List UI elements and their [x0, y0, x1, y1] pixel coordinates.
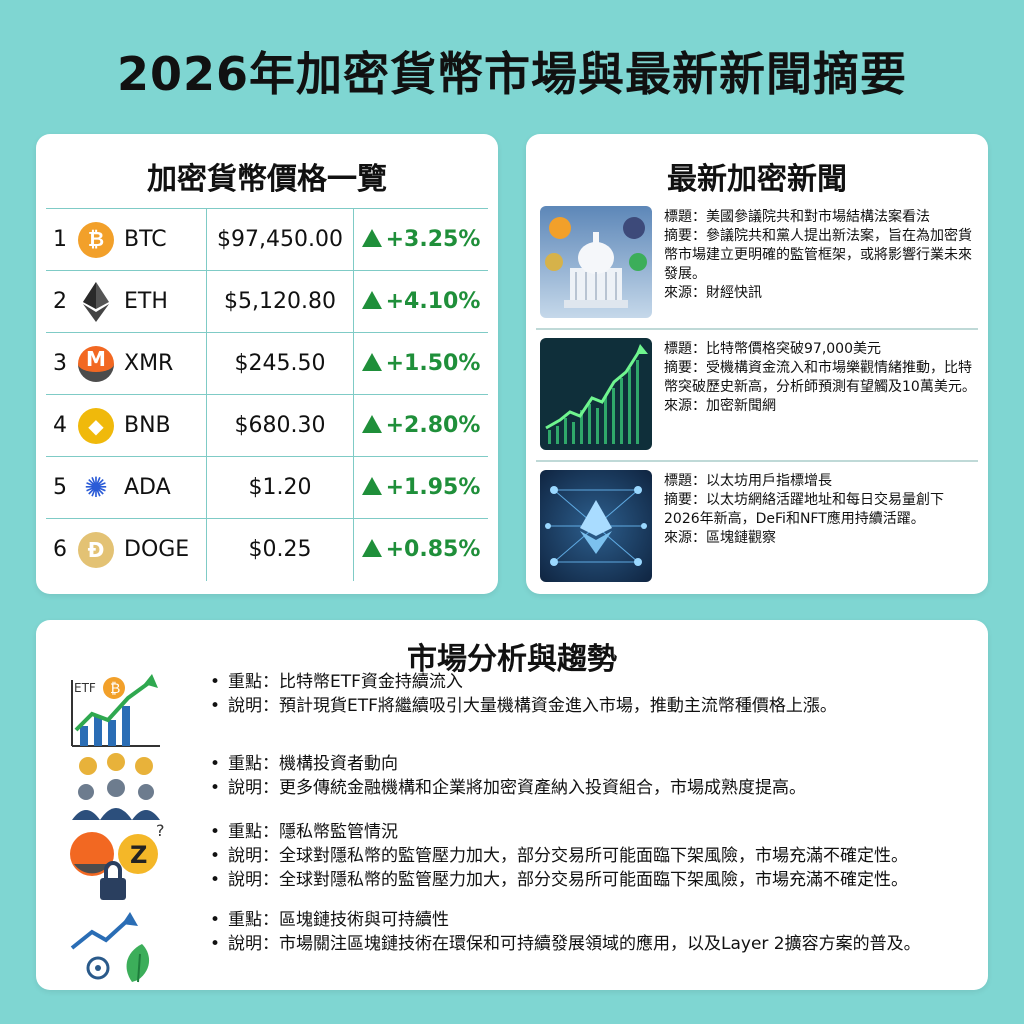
- coin-price: $1.20: [206, 456, 354, 519]
- analysis-desc: 說明：全球對隱私幣的監管壓力加大，部分交易所可能面臨下架風險，市場充滿不確定性。: [208, 868, 908, 892]
- price-change: +3.25%: [354, 227, 488, 252]
- analysis-item: ₿ ETF 重點：比特幣ETF資金持續流入 說明：預計現貨ETF將繼續吸引大量機…: [66, 670, 966, 750]
- analysis-text: 重點：隱私幣監管情況 說明：全球對隱私幣的監管壓力加大，部分交易所可能面臨下架風…: [208, 820, 908, 906]
- table-row[interactable]: 4 ◆ BNB $680.30 +2.80%: [46, 394, 488, 457]
- analysis-text: 重點：比特幣ETF資金持續流入 說明：預計現貨ETF將繼續吸引大量機構資金進入市…: [208, 670, 837, 750]
- rank: 1: [53, 227, 67, 252]
- svg-text:ETF: ETF: [74, 681, 96, 695]
- analysis-desc: 說明：市場關注區塊鏈技術在環保和可持續發展領域的應用，以及Layer 2擴容方案…: [208, 932, 921, 956]
- bitcoin-icon: ₿: [78, 221, 114, 258]
- rank: 6: [53, 537, 67, 562]
- ethereum-icon: [78, 281, 114, 322]
- analysis-desc: 說明：更多傳統金融機構和企業將加密資產納入投資組合，市場成熟度提高。: [208, 776, 806, 800]
- analysis-title: 市場分析與趨勢: [407, 642, 617, 677]
- news-text: 標題：美國參議院共和對市場結構法案看法 摘要：參議院共和黨人提出新法案，旨在為加…: [664, 206, 978, 303]
- analysis-text: 重點：區塊鏈技術與可持續性 說明：市場關注區塊鏈技術在環保和可持續發展領域的應用…: [208, 908, 921, 988]
- coin-symbol: ADA: [124, 475, 171, 500]
- price-change: +1.95%: [354, 475, 488, 500]
- news-item[interactable]: 標題：比特幣價格突破97,000美元 摘要：受機構資金流入和市場樂觀情緒推動，比…: [536, 338, 978, 456]
- analysis-text: 重點：機構投資者動向 說明：更多傳統金融機構和企業將加密資產納入投資組合，市場成…: [208, 752, 806, 832]
- rank: 5: [53, 475, 67, 500]
- up-arrow-icon: [361, 353, 382, 371]
- news-summary: 摘要：以太坊網絡活躍地址和每日交易量創下2026年新高，DeFi和NFT應用持續…: [664, 492, 944, 527]
- coin-symbol: ETH: [124, 289, 168, 314]
- coin-symbol: BNB: [124, 413, 171, 438]
- coin-price: $680.30: [206, 394, 354, 457]
- sustainability-growth-icon: [66, 908, 166, 988]
- news-text: 標題：比特幣價格突破97,000美元 摘要：受機構資金流入和市場樂觀情緒推動，比…: [664, 338, 978, 416]
- news-panel: 最新加密新聞 標題：美國參議院共和對市場結構法案看法 摘要：參議院共和黨人提: [526, 134, 988, 594]
- news-headline: 標題：比特幣價格突破97,000美元: [664, 341, 881, 357]
- coin-price: $245.50: [206, 332, 354, 395]
- capitol-building-image: [540, 206, 652, 318]
- analysis-panel: 市場分析與趨勢 ₿ ETF 重點：比特幣ETF資金持續流入 說明：預計現貨ETF…: [36, 620, 988, 990]
- price-change: +4.10%: [354, 289, 488, 314]
- news-headline: 標題：美國參議院共和對市場結構法案看法: [664, 209, 930, 225]
- svg-text:₿: ₿: [110, 681, 120, 697]
- analysis-item: 重點：機構投資者動向 說明：更多傳統金融機構和企業將加密資產納入投資組合，市場成…: [66, 752, 966, 832]
- price-table: 1 ₿ BTC $97,450.00 +3.25% 2 ETH $5,120.8…: [46, 208, 488, 581]
- coin-symbol: DOGE: [124, 537, 190, 562]
- coin-symbol: XMR: [124, 351, 174, 376]
- analysis-item: Z ? 重點：隱私幣監管情況 說明：全球對隱私幣的監管壓力加大，部分交易所可能面…: [66, 820, 966, 906]
- news-source: 來源：財經快訊: [664, 285, 762, 301]
- analysis-item: 重點：區塊鏈技術與可持續性 說明：市場關注區塊鏈技術在環保和可持續發展領域的應用…: [66, 908, 966, 988]
- etf-growth-icon: ₿ ETF: [66, 670, 166, 750]
- news-title: 最新加密新聞: [667, 162, 847, 197]
- table-row[interactable]: 6 Ð DOGE $0.25 +0.85%: [46, 518, 488, 581]
- up-arrow-icon: [361, 477, 382, 495]
- cardano-icon: ✺: [78, 469, 114, 506]
- privacy-coin-lock-icon: Z ?: [66, 820, 166, 906]
- table-row[interactable]: 5 ✺ ADA $1.20 +1.95%: [46, 456, 488, 519]
- up-arrow-icon: [361, 291, 382, 309]
- news-source: 來源：加密新聞網: [664, 398, 776, 414]
- page-title: 2026年加密貨幣市場與最新新聞摘要: [116, 47, 908, 101]
- analysis-point: 重點：機構投資者動向: [208, 752, 806, 776]
- bnb-icon: ◆: [78, 407, 114, 444]
- prices-title: 加密貨幣價格一覽: [147, 162, 387, 197]
- divider: [536, 328, 978, 330]
- rank: 3: [53, 351, 67, 376]
- analysis-point: 重點：區塊鏈技術與可持續性: [208, 908, 921, 932]
- divider: [536, 460, 978, 462]
- coin-price: $97,450.00: [206, 208, 354, 271]
- analysis-desc: 說明：全球對隱私幣的監管壓力加大，部分交易所可能面臨下架風險，市場充滿不確定性。: [208, 844, 908, 868]
- prices-panel: 加密貨幣價格一覽 1 ₿ BTC $97,450.00 +3.25% 2 ETH…: [36, 134, 498, 594]
- table-row[interactable]: 2 ETH $5,120.80 +4.10%: [46, 270, 488, 333]
- news-source: 來源：區塊鏈觀察: [664, 530, 776, 546]
- up-arrow-icon: [361, 539, 382, 557]
- coin-symbol: BTC: [124, 227, 167, 252]
- table-row[interactable]: 1 ₿ BTC $97,450.00 +3.25%: [46, 208, 488, 271]
- news-headline: 標題：以太坊用戶指標增長: [664, 473, 832, 489]
- up-arrow-icon: [361, 415, 382, 433]
- news-item[interactable]: 標題：美國參議院共和對市場結構法案看法 摘要：參議院共和黨人提出新法案，旨在為加…: [536, 206, 978, 324]
- analysis-point: 重點：隱私幣監管情況: [208, 820, 908, 844]
- price-chart-image: [540, 338, 652, 450]
- analysis-desc: 說明：預計現貨ETF將繼續吸引大量機構資金進入市場，推動主流幣種價格上漲。: [208, 694, 837, 718]
- news-summary: 摘要：參議院共和黨人提出新法案，旨在為加密貨幣市場建立更明確的監管框架，或將影響…: [664, 228, 972, 282]
- coin-price: $5,120.80: [206, 270, 354, 333]
- price-change: +1.50%: [354, 351, 488, 376]
- dogecoin-icon: Ð: [78, 531, 114, 568]
- monero-icon: M: [78, 345, 114, 382]
- up-arrow-icon: [361, 229, 382, 247]
- table-row[interactable]: 3 M XMR $245.50 +1.50%: [46, 332, 488, 395]
- news-summary: 摘要：受機構資金流入和市場樂觀情緒推動，比特幣突破歷史新高，分析師預測有望觸及1…: [664, 360, 976, 395]
- analysis-point: 重點：比特幣ETF資金持續流入: [208, 670, 837, 694]
- ethereum-network-image: [540, 470, 652, 582]
- rank: 2: [53, 289, 67, 314]
- institutional-investors-icon: [66, 752, 166, 832]
- svg-text:?: ?: [156, 821, 165, 840]
- svg-text:Z: Z: [130, 841, 147, 869]
- coin-price: $0.25: [206, 518, 354, 581]
- news-item[interactable]: 標題：以太坊用戶指標增長 摘要：以太坊網絡活躍地址和每日交易量創下2026年新高…: [536, 470, 978, 588]
- rank: 4: [53, 413, 67, 438]
- news-text: 標題：以太坊用戶指標增長 摘要：以太坊網絡活躍地址和每日交易量創下2026年新高…: [664, 470, 978, 548]
- price-change: +0.85%: [354, 537, 488, 562]
- price-change: +2.80%: [354, 413, 488, 438]
